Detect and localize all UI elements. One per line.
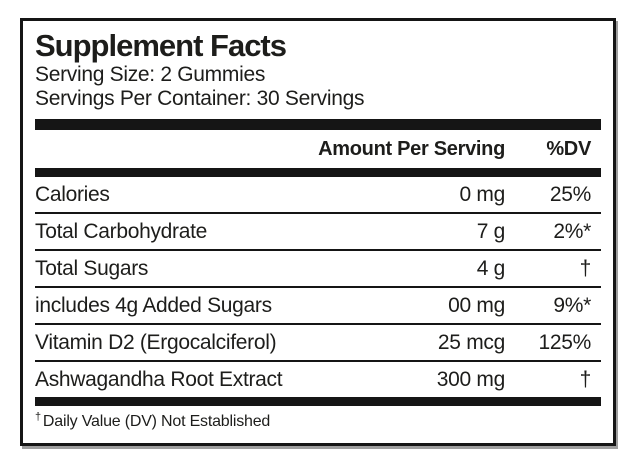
table-row-added-sugars: includes 4g Added Sugars 00 mg 9%* — [35, 288, 601, 325]
nutrient-dv: 125% — [538, 330, 591, 354]
table-row-calories: Calories 0 mg 25% — [35, 177, 601, 214]
nutrient-name: Total Sugars — [35, 256, 149, 280]
nutrient-amount: 300 mg — [436, 367, 506, 391]
dagger-symbol: † — [35, 410, 41, 423]
nutrient-dv: † — [579, 256, 592, 280]
serving-size-line: Serving Size: 2 Gummies — [35, 63, 266, 86]
servings-per-container-line: Servings Per Container: 30 Servings — [35, 87, 365, 110]
nutrient-name: Vitamin D2 (Ergocalciferol) — [35, 330, 277, 354]
table-row-ashwagandha: Ashwagandha Root Extract 300 mg † — [35, 362, 601, 397]
nutrient-amount: 7 g — [476, 219, 506, 243]
nutrient-name: Calories — [35, 182, 110, 206]
divider-thick-bottom — [35, 397, 601, 406]
nutrient-amount: 25 mcg — [437, 330, 505, 354]
nutrient-amount: 00 mg — [448, 293, 505, 317]
nutrient-name: Total Carbohydrate — [35, 219, 208, 243]
nutrient-amount: 4 g — [476, 256, 506, 280]
nutrient-dv: † — [579, 367, 592, 391]
nutrient-dv: 2%* — [553, 219, 591, 243]
table-header-row: Amount Per Serving %DV — [35, 130, 601, 168]
nutrient-dv: 25% — [549, 182, 591, 206]
footnote: † Daily Value (DV) Not Established — [35, 406, 601, 431]
table-row-total-sugars: Total Sugars 4 g † — [35, 251, 601, 288]
supplement-facts-label: Supplement Facts Serving Size: 2 Gummies… — [20, 18, 616, 446]
nutrient-name: Ashwagandha Root Extract — [35, 367, 283, 391]
nutrient-name: includes 4g Added Sugars — [35, 293, 272, 317]
column-header-amount: Amount Per Serving — [318, 137, 505, 160]
table-row-vitamin-d2: Vitamin D2 (Ergocalciferol) 25 mcg 125% — [35, 325, 601, 362]
nutrient-amount: 0 mg — [459, 182, 506, 206]
divider-thick-top — [35, 119, 601, 130]
table-row-total-carbohydrate: Total Carbohydrate 7 g 2%* — [35, 214, 601, 251]
nutrient-table: Calories 0 mg 25% Total Carbohydrate 7 g… — [35, 177, 601, 397]
column-header-dv: %DV — [546, 137, 591, 160]
nutrient-dv: 9%* — [553, 293, 591, 317]
divider-medium-header — [35, 168, 601, 177]
label-title: Supplement Facts — [35, 28, 287, 63]
footnote-text: Daily Value (DV) Not Established — [42, 413, 271, 430]
